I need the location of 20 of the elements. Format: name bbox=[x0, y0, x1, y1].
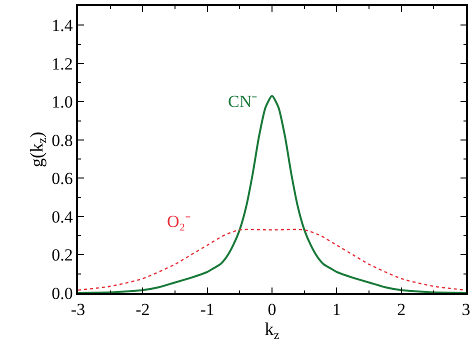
x-tick-label: -1 bbox=[200, 300, 214, 320]
y-tick-label: 1.2 bbox=[52, 54, 73, 74]
x-tick-label: 0 bbox=[268, 300, 276, 320]
y-tick-label: 0.6 bbox=[52, 169, 73, 188]
x-tick-label: 3 bbox=[462, 300, 470, 320]
y-tick-label: 0.8 bbox=[52, 130, 73, 150]
x-tick-label: 2 bbox=[397, 300, 406, 320]
x-tick-label: -2 bbox=[136, 300, 150, 320]
line-series bbox=[78, 94, 466, 293]
x-axis-title: k$_{z}$ bbox=[264, 319, 280, 342]
y-tick-label: 0.4 bbox=[52, 207, 74, 226]
y-tick-label: 1.0 bbox=[52, 92, 73, 112]
x-tick-label: -3 bbox=[70, 300, 86, 320]
series-label: O₂⁻ bbox=[167, 212, 192, 231]
y-tick-label: 0.0 bbox=[52, 284, 73, 303]
x-tick-label: 1 bbox=[332, 300, 341, 320]
line-series bbox=[78, 228, 466, 291]
y-tick-label: 1.4 bbox=[52, 16, 74, 36]
y-tick-label: 0.2 bbox=[52, 246, 73, 265]
series-label: CN⁻ bbox=[228, 92, 258, 111]
